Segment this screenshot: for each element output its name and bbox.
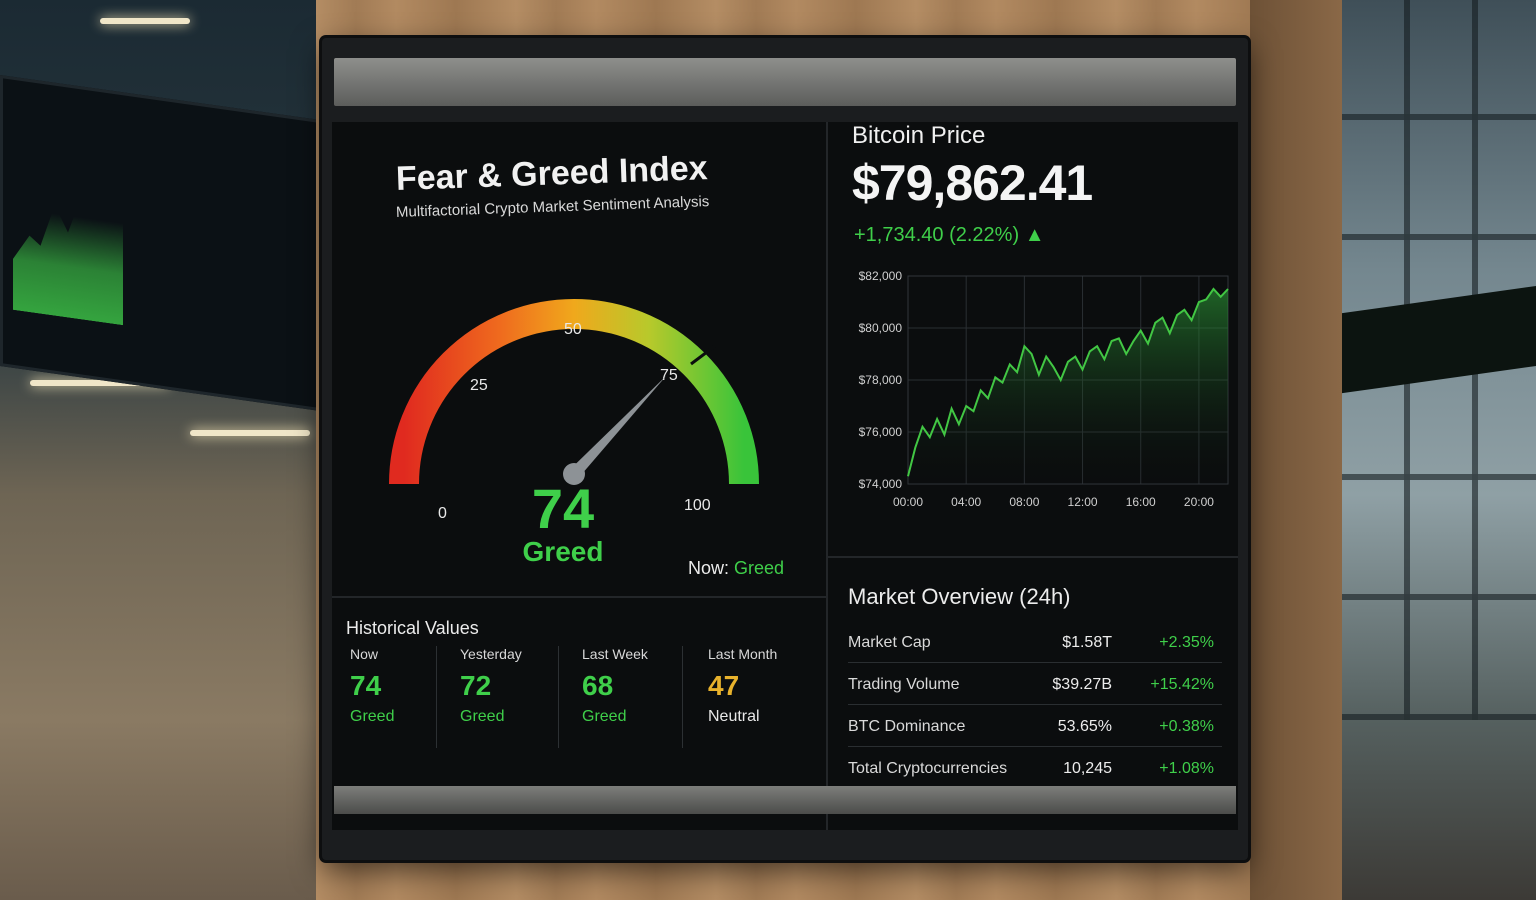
market-row-value: $1.58T [1062, 634, 1112, 651]
chart-y-ticks: $74,000 $76,000 $78,000 $80,000 $82,000 [859, 269, 903, 491]
market-row-change: +0.38% [1159, 718, 1214, 735]
historical-value: 72 [460, 670, 492, 701]
gauge-needle-hub [563, 463, 585, 485]
monitor-top-bezel [334, 58, 1236, 106]
gauge-tick-75: 75 [660, 367, 678, 384]
gauge-tick-25: 25 [470, 377, 488, 394]
chart-x-tick-label: 16:00 [1126, 495, 1156, 509]
now-status: Now: Greed [688, 558, 784, 579]
btc-change-percent: (2.22%) [949, 224, 1020, 246]
chart-x-tick-label: 00:00 [893, 495, 923, 509]
market-row-name: BTC Dominance [848, 718, 966, 735]
ceiling-lamp [30, 380, 170, 386]
btc-change: +1,734.40 (2.22%) ▲ [854, 224, 1044, 247]
market-row-trading-volume: Trading Volume $39.27B +15.42% [848, 664, 1222, 705]
chart-y-tick-label: $82,000 [859, 269, 903, 283]
historical-value: 47 [708, 670, 740, 701]
historical-label: Last Month [708, 646, 778, 662]
historical-separator [436, 646, 437, 748]
chart-y-tick-label: $76,000 [859, 425, 903, 439]
gauge-tick-50: 50 [564, 321, 582, 338]
btc-price-chart: $74,000 $76,000 $78,000 $80,000 $82,000 00:0… [859, 269, 1229, 509]
chart-x-ticks: 00:00 04:00 08:00 12:00 16:00 20:00 [893, 495, 1214, 509]
market-row-change: +2.35% [1159, 634, 1214, 651]
market-overview-title: Market Overview (24h) [848, 584, 1071, 609]
market-row-market-cap: Market Cap $1.58T +2.35% [848, 622, 1222, 663]
panel-divider [826, 122, 828, 830]
historical-class: Greed [460, 708, 505, 725]
monitor-bottom-bezel [334, 786, 1236, 814]
gauge-title: Fear & Greed Index [395, 149, 709, 198]
market-row-value: 53.65% [1057, 718, 1112, 735]
chart-x-tick-label: 04:00 [951, 495, 981, 509]
historical-item-yesterday: Yesterday 72 Greed [460, 646, 570, 726]
historical-class: Greed [582, 708, 627, 725]
historical-value: 68 [582, 670, 614, 701]
price-line [907, 287, 1229, 477]
up-arrow-icon: ▲ [1024, 224, 1045, 246]
market-row-change: +1.08% [1159, 760, 1214, 777]
chart-y-tick-label: $74,000 [859, 477, 903, 491]
market-row-value: $39.27B [1052, 676, 1112, 693]
ceiling-lamp [100, 18, 190, 24]
btc-change-amount: +1,734.40 [854, 224, 944, 246]
dashboard-screen: Fear & Greed Index Multifactorial Crypto… [332, 122, 1238, 830]
chart-x-tick-label: 12:00 [1068, 495, 1098, 509]
background-chart-graphic [13, 140, 123, 325]
historical-label: Last Week [582, 646, 648, 662]
lobby-background-left [0, 0, 340, 900]
historical-separator [682, 646, 683, 748]
market-row-change: +15.42% [1150, 676, 1214, 693]
ceiling-lamp [190, 430, 310, 436]
gauge-classification: Greed [522, 536, 604, 567]
market-row-value: 10,245 [1063, 760, 1112, 777]
historical-separator [558, 646, 559, 748]
btc-title: Bitcoin Price [852, 122, 986, 149]
wood-pillar-side [1250, 0, 1342, 900]
market-row-name: Trading Volume [848, 676, 960, 693]
gauge-arc [389, 299, 759, 485]
historical-item-last-week: Last Week 68 Greed [582, 646, 692, 726]
historical-item-now: Now 74 Greed [350, 646, 460, 726]
now-prefix: Now: [688, 558, 730, 578]
gauge-tick-0: 0 [438, 505, 447, 522]
historical-class: Greed [350, 708, 395, 725]
btc-price: $79,862.41 [852, 155, 1093, 211]
now-value: Greed [734, 558, 785, 578]
panel-divider [828, 556, 1238, 558]
gauge-needle [569, 375, 667, 479]
gauge-value: 74 [531, 477, 595, 540]
historical-value: 74 [350, 670, 382, 701]
historical-label: Yesterday [460, 646, 522, 662]
market-row-total-cryptocurrencies: Total Cryptocurrencies 10,245 +1.08% [848, 748, 1222, 788]
background-ticker-wall [0, 75, 331, 413]
market-row-btc-dominance: BTC Dominance 53.65% +0.38% [848, 706, 1222, 747]
market-row-name: Total Cryptocurrencies [848, 760, 1008, 777]
historical-class: Neutral [708, 708, 760, 725]
historical-label: Now [350, 646, 379, 662]
chart-x-tick-label: 20:00 [1184, 495, 1214, 509]
fear-greed-gauge: 0 25 50 75 100 [389, 299, 759, 522]
chart-y-tick-label: $80,000 [859, 321, 903, 335]
display-monitor: Fear & Greed Index Multifactorial Crypto… [322, 38, 1248, 860]
panel-divider [332, 596, 826, 598]
price-area-fill [908, 289, 1228, 484]
market-row-name: Market Cap [848, 634, 931, 651]
chart-y-tick-label: $78,000 [859, 373, 903, 387]
historical-title: Historical Values [346, 618, 479, 638]
gauge-tick-100: 100 [684, 497, 711, 514]
chart-x-tick-label: 08:00 [1009, 495, 1039, 509]
gauge-segment-marker [690, 344, 716, 366]
historical-item-last-month: Last Month 47 Neutral [708, 646, 818, 726]
